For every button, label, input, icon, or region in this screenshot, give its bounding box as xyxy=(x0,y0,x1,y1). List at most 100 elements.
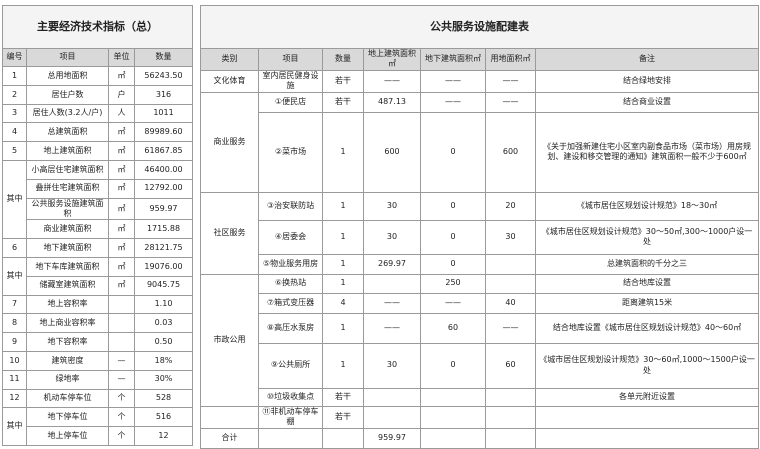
above-cell xyxy=(363,405,421,429)
item-cell: 地下容积率 xyxy=(26,332,109,352)
count-cell: 若干 xyxy=(322,91,364,113)
unit-cell: 个 xyxy=(108,388,135,409)
note-cell: 结合地库设置《城市居住区规划设计规范》40～60㎡ xyxy=(534,312,760,344)
item-cell: 室内居民健身设施 xyxy=(258,69,323,93)
value-cell: 0.03 xyxy=(134,313,193,334)
above-cell: 600 xyxy=(363,111,421,193)
count-cell: 1 xyxy=(322,273,364,294)
note-cell: 《城市居住区规划设计规范》30～60㎡,1000～1500户设一处 xyxy=(534,342,760,389)
above-cell: 487.13 xyxy=(363,91,421,113)
category-cell xyxy=(200,405,259,429)
below-cell: 250 xyxy=(420,273,486,294)
table-row: 9 地下容积率 0.50 xyxy=(2,332,193,352)
below-cell: —— xyxy=(420,69,486,93)
value-cell: 28121.75 xyxy=(134,238,193,258)
count-cell: 1 xyxy=(322,253,364,275)
count-cell: 若干 xyxy=(322,405,364,429)
header-cell: 编号 xyxy=(2,48,27,67)
span-cell: 社区服务 xyxy=(200,191,259,275)
item-cell: 地上容积率 xyxy=(26,294,109,315)
land-cell: 60 xyxy=(485,342,536,389)
header-row: 类别 项目 数量 地上建筑面积㎡ 地下建筑面积㎡ 用地面积㎡ 备注 xyxy=(200,48,760,71)
item-cell: 地下停车位 xyxy=(26,407,109,428)
no-cell: 8 xyxy=(2,313,27,334)
value-cell: 30% xyxy=(134,369,193,390)
table-row: ⑤物业服务用房 1 269.97 0 总建筑面积的千分之三 xyxy=(201,253,760,275)
table-title: 公共服务设施配建表 xyxy=(199,5,760,49)
below-cell: 0 xyxy=(420,253,486,275)
value-cell: 959.97 xyxy=(134,197,193,221)
unit-cell: ㎡ xyxy=(108,197,135,221)
count-cell: 1 xyxy=(322,219,364,255)
note-cell xyxy=(534,405,760,429)
land-cell xyxy=(485,387,536,407)
value-cell: 56243.50 xyxy=(134,66,193,86)
no-cell: 4 xyxy=(2,122,27,143)
above-cell: —— xyxy=(363,292,421,314)
header-cell: 地上建筑面积㎡ xyxy=(363,48,421,71)
title-row: 主要经济技术指标（总） xyxy=(2,5,193,49)
no-cell: 6 xyxy=(2,238,27,258)
unit-cell: ㎡ xyxy=(108,159,135,180)
item-cell xyxy=(258,427,323,449)
unit-cell: ㎡ xyxy=(108,219,135,240)
header-cell: 项目 xyxy=(258,48,323,71)
count-cell xyxy=(322,427,364,449)
note-cell: 总建筑面积的千分之三 xyxy=(534,253,760,275)
header-cell: 备注 xyxy=(534,48,760,71)
table-row: 社区服务 ③治安联防站 1 30 0 20 《城市居住区规划设计规范》18～30㎡ xyxy=(200,191,760,275)
table-row: ⑧高压水泵房 1 —— 60 —— 结合地库设置《城市居住区规划设计规范》40～60㎡ xyxy=(201,312,760,344)
header-cell: 项目 xyxy=(26,48,109,67)
item-cell: 地下建筑面积 xyxy=(26,238,109,258)
header-cell: 数量 xyxy=(322,48,364,71)
unit-cell: ㎡ xyxy=(108,178,135,199)
below-cell: 60 xyxy=(420,312,486,344)
value-cell: 19076.00 xyxy=(134,256,193,277)
below-cell: 0 xyxy=(420,342,486,389)
no-cell: 3 xyxy=(2,103,27,124)
table-row: ④居委会 1 30 0 30 《城市居住区规划设计规范》30～50㎡,300～1000户设… xyxy=(201,219,760,255)
count-cell: 4 xyxy=(322,292,364,314)
value-cell: 9045.75 xyxy=(134,275,193,296)
unit-cell: — xyxy=(108,369,135,390)
unit-cell: 个 xyxy=(108,407,135,428)
table-row: 地上停车位个 12 xyxy=(3,426,193,446)
span-cell: 其中 xyxy=(2,159,27,240)
no-cell: 12 xyxy=(2,388,27,409)
no-cell: 7 xyxy=(2,294,27,315)
no-cell: 2 xyxy=(2,84,27,105)
header-cell: 用地面积㎡ xyxy=(485,48,536,71)
unit-cell: 人 xyxy=(108,103,135,124)
unit-cell: ㎡ xyxy=(108,66,135,86)
note-cell: 《关于加强新建住宅小区室内副食品市场（菜市场）用房规划、建设和移交管理的通知》建… xyxy=(534,111,760,193)
land-cell: —— xyxy=(485,312,536,344)
header-cell: 地下建筑面积㎡ xyxy=(420,48,486,71)
land-cell xyxy=(485,405,536,429)
land-cell: 30 xyxy=(485,219,536,255)
land-cell: 40 xyxy=(485,292,536,314)
below-cell: 0 xyxy=(420,111,486,193)
count-cell: 若干 xyxy=(322,69,364,93)
item-cell: 总用地面积 xyxy=(26,66,109,86)
item-cell: ②菜市场 xyxy=(258,111,323,193)
table-row: 10 建筑密度 —18% xyxy=(2,350,193,371)
above-cell: —— xyxy=(363,312,421,344)
table-row: 8 地上商业容积率 0.03 xyxy=(2,313,193,334)
item-cell: 叠拼住宅建筑面积 xyxy=(26,178,109,199)
item-cell: 机动车停车位 xyxy=(26,388,109,409)
item-cell: 绿地率 xyxy=(26,369,109,390)
table-body: 公共服务设施配建表 类别 项目 数量 地上建筑面积㎡ 地下建筑面积㎡ 用地面积㎡ 备注 文化体育… xyxy=(199,5,760,449)
table-row: 合计 959.97 xyxy=(200,427,760,449)
note-cell xyxy=(534,427,760,449)
item-cell: 商业建筑面积 xyxy=(26,219,109,240)
table-row: ②菜市场 1 600 0 600 《关于加强新建住宅小区室内副食品市场（菜市场）用房规划、… xyxy=(201,111,760,193)
